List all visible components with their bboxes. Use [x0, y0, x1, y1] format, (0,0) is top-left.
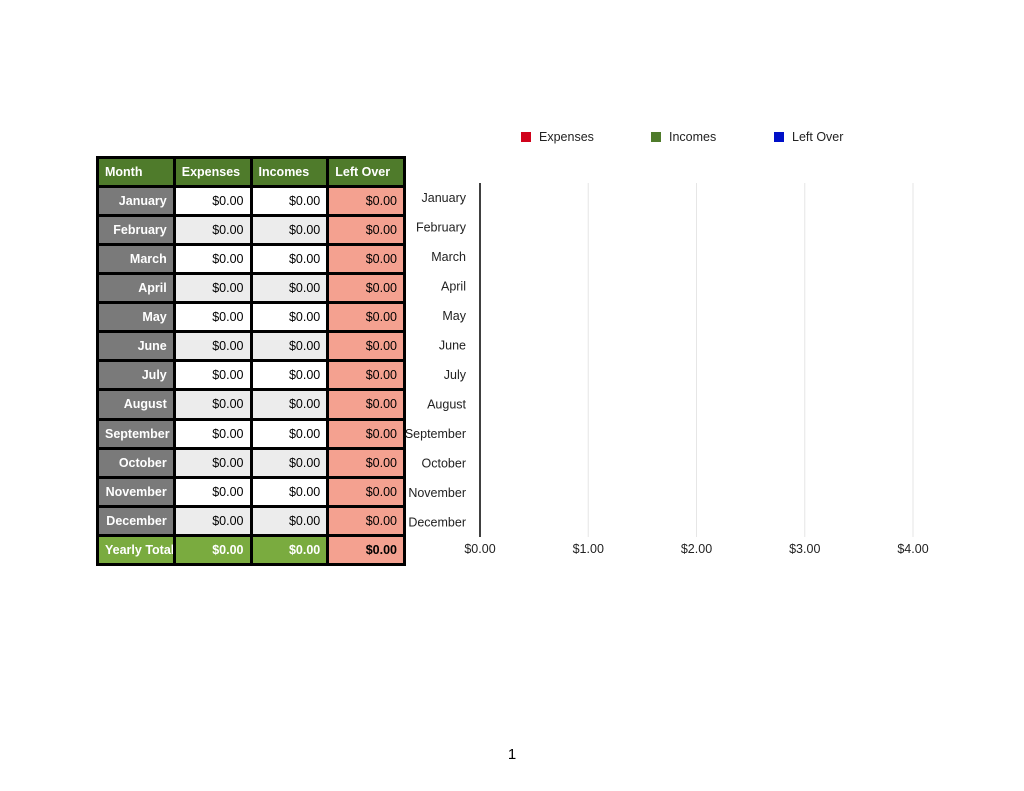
cell-month: November [99, 478, 173, 505]
cell-incomes: $0.00 [252, 217, 327, 244]
y-tick-label: June [439, 338, 466, 352]
table-row: September $0.00 $0.00 $0.00 [99, 420, 403, 447]
header-expenses: Expenses [175, 159, 250, 185]
budget-table: Month Expenses Incomes Left Over January… [96, 156, 406, 566]
cell-month: December [99, 507, 173, 534]
table-row: December $0.00 $0.00 $0.00 [99, 507, 403, 534]
cell-incomes: $0.00 [252, 391, 327, 418]
table-row: May $0.00 $0.00 $0.00 [99, 304, 403, 331]
cell-month: February [99, 217, 173, 244]
cell-left-over: $0.00 [329, 246, 403, 273]
cell-incomes: $0.00 [252, 449, 327, 476]
cell-expenses: $0.00 [175, 478, 250, 505]
legend-label-incomes: Incomes [669, 130, 717, 144]
y-tick-label: May [442, 309, 466, 323]
cell-expenses: $0.00 [175, 420, 250, 447]
cell-expenses: $0.00 [175, 246, 250, 273]
cell-expenses: $0.00 [175, 449, 250, 476]
table-row: January $0.00 $0.00 $0.00 [99, 188, 403, 215]
table-row: February $0.00 $0.00 $0.00 [99, 217, 403, 244]
y-tick-label: January [422, 191, 467, 205]
cell-incomes: $0.00 [252, 420, 327, 447]
x-tick-label: $3.00 [789, 542, 820, 556]
y-tick-label: April [441, 279, 466, 293]
y-tick-label: October [422, 456, 466, 470]
cell-month: June [99, 333, 173, 360]
cell-expenses: $0.00 [175, 333, 250, 360]
legend-label-left-over: Left Over [792, 130, 844, 144]
legend-label-expenses: Expenses [539, 130, 594, 144]
cell-left-over: $0.00 [329, 478, 403, 505]
cell-month: October [99, 449, 173, 476]
cell-incomes: $0.00 [252, 333, 327, 360]
y-tick-label: August [427, 397, 466, 411]
cell-left-over: $0.00 [329, 217, 403, 244]
table-row: March $0.00 $0.00 $0.00 [99, 246, 403, 273]
x-tick-label: $2.00 [681, 542, 712, 556]
x-tick-label: $4.00 [897, 542, 928, 556]
y-tick-label: November [408, 486, 466, 500]
y-tick-label: March [431, 250, 466, 264]
cell-incomes: $0.00 [252, 246, 327, 273]
table-row: October $0.00 $0.00 $0.00 [99, 449, 403, 476]
legend-item-expenses: Expenses [521, 130, 594, 144]
cell-left-over: $0.00 [329, 507, 403, 534]
cell-left-over: $0.00 [329, 391, 403, 418]
cell-expenses: $0.00 [175, 391, 250, 418]
cell-left-over: $0.00 [329, 420, 403, 447]
cell-month: July [99, 362, 173, 389]
cell-month: March [99, 246, 173, 273]
table-row: July $0.00 $0.00 $0.00 [99, 362, 403, 389]
legend-swatch-left-over [774, 132, 784, 142]
cell-expenses: $0.00 [175, 188, 250, 215]
table-row: June $0.00 $0.00 $0.00 [99, 333, 403, 360]
header-month: Month [99, 159, 173, 185]
totals-left-over: $0.00 [329, 536, 403, 563]
totals-incomes: $0.00 [252, 536, 327, 563]
cell-expenses: $0.00 [175, 275, 250, 302]
x-tick-label: $1.00 [573, 542, 604, 556]
table-row: November $0.00 $0.00 $0.00 [99, 478, 403, 505]
cell-month: September [99, 420, 173, 447]
totals-row: Yearly Totals$0.00$0.00$0.00 [99, 536, 403, 563]
header-incomes: Incomes [252, 159, 327, 185]
cell-left-over: $0.00 [329, 449, 403, 476]
totals-label: Yearly Totals [99, 536, 173, 563]
legend-swatch-expenses [521, 132, 531, 142]
cell-month: January [99, 188, 173, 215]
cell-incomes: $0.00 [252, 362, 327, 389]
cell-left-over: $0.00 [329, 304, 403, 331]
y-tick-label: July [444, 368, 467, 382]
legend-item-left-over: Left Over [774, 130, 843, 144]
cell-expenses: $0.00 [175, 507, 250, 534]
cell-incomes: $0.00 [252, 507, 327, 534]
cell-left-over: $0.00 [329, 188, 403, 215]
cell-month: April [99, 275, 173, 302]
cell-expenses: $0.00 [175, 362, 250, 389]
cell-month: May [99, 304, 173, 331]
header-left-over: Left Over [329, 159, 403, 185]
cell-incomes: $0.00 [252, 188, 327, 215]
legend-swatch-incomes [651, 132, 661, 142]
cell-incomes: $0.00 [252, 275, 327, 302]
cell-incomes: $0.00 [252, 478, 327, 505]
totals-expenses: $0.00 [175, 536, 250, 563]
bar-chart: $0.00 $1.00 $2.00 $3.00 $4.00 January February… [405, 183, 929, 556]
table-header-row: Month Expenses Incomes Left Over [99, 159, 403, 185]
page-number: 1 [507, 746, 517, 763]
y-tick-label: February [416, 220, 467, 234]
table-row: August $0.00 $0.00 $0.00 [99, 391, 403, 418]
cell-left-over: $0.00 [329, 333, 403, 360]
cell-expenses: $0.00 [175, 304, 250, 331]
cell-left-over: $0.00 [329, 275, 403, 302]
legend-item-incomes: Incomes [651, 130, 716, 144]
cell-month: August [99, 391, 173, 418]
table-row: April $0.00 $0.00 $0.00 [99, 275, 403, 302]
y-tick-label: September [405, 427, 466, 441]
cell-expenses: $0.00 [175, 217, 250, 244]
cell-incomes: $0.00 [252, 304, 327, 331]
x-tick-label: $0.00 [464, 542, 495, 556]
y-tick-label: December [408, 515, 466, 529]
cell-left-over: $0.00 [329, 362, 403, 389]
